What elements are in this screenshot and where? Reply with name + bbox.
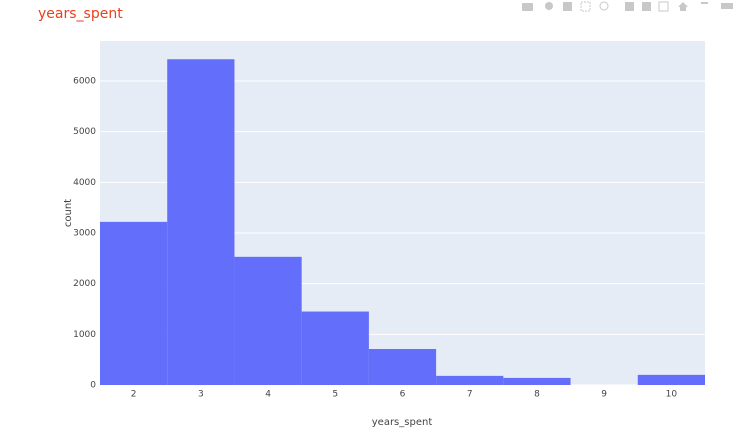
bar [368,349,437,385]
select-button[interactable] [580,1,591,12]
bar [234,256,302,385]
x-tick-label: 2 [131,390,137,400]
x-axis-title: years_spent [372,417,433,428]
y-tick-label: 5000 [73,127,96,137]
zoom-button[interactable] [545,2,553,10]
bar [637,374,705,385]
x-tick-label: 5 [332,390,338,400]
bar [167,59,235,385]
bar [100,221,168,385]
x-tick-label: 9 [601,390,607,400]
x-tick-label: 6 [400,390,406,400]
reset-button[interactable] [678,2,688,11]
y-tick-label: 0 [90,381,96,391]
x-tick-label: 4 [265,390,271,400]
lasso-button[interactable] [599,1,609,11]
x-tick-label: 7 [467,390,473,400]
x-tick-label: 10 [666,390,678,400]
modebar [522,1,733,12]
autoscale-button[interactable] [658,1,669,12]
y-tick-label: 3000 [73,229,96,239]
camera-button[interactable] [522,3,533,11]
y-axis-title: count [63,199,74,227]
zoom-in-button[interactable] [625,2,634,11]
y-tick-label: 6000 [73,77,96,87]
hover-button[interactable] [721,3,733,9]
bar [436,375,504,385]
bars [100,59,705,385]
y-tick-label: 2000 [73,279,96,289]
bar [503,377,571,385]
y-tick-label: 4000 [73,178,96,188]
y-tick-label: 1000 [73,330,96,340]
x-tick-label: 3 [198,390,204,400]
pan-button[interactable] [563,2,572,11]
x-tick-label: 8 [534,390,540,400]
chart-title: years_spent [38,6,123,22]
bar [301,311,369,385]
spike-button[interactable] [701,2,708,4]
zoom-out-button[interactable] [642,2,651,11]
